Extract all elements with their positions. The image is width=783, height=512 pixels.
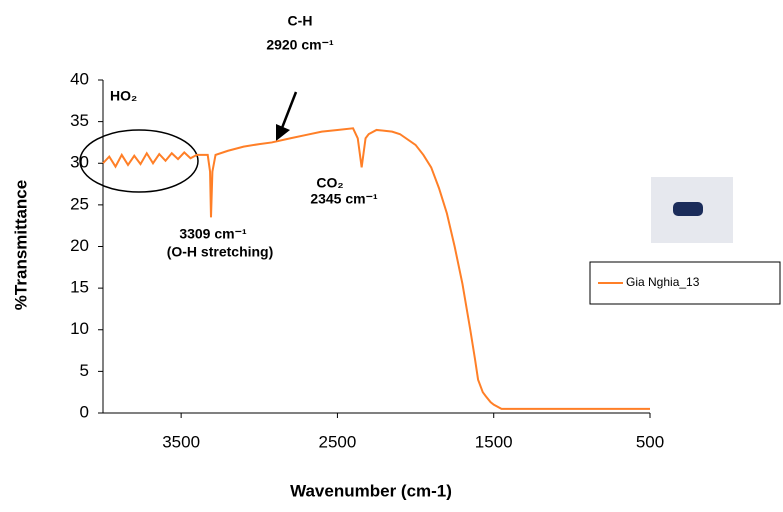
arrow-shaft: [280, 91, 298, 129]
x-tick-label: 500: [636, 432, 664, 451]
annotation: C-H: [288, 13, 313, 29]
highlight-ellipse: [79, 129, 199, 193]
y-tick-label: 40: [70, 69, 89, 88]
legend-label: Gia Nghia_13: [626, 275, 700, 289]
x-tick-label: 1500: [475, 432, 513, 451]
y-tick-label: 5: [80, 361, 89, 380]
sample-gem: [673, 202, 703, 216]
y-tick-label: 15: [70, 278, 89, 297]
y-tick-label: 10: [70, 319, 89, 338]
annotation: 2345 cm⁻¹: [310, 191, 378, 207]
annotation: 2920 cm⁻¹: [266, 37, 334, 53]
x-axis-label: Wavenumber (cm-1): [290, 481, 452, 500]
annotation: 3309 cm⁻¹: [179, 226, 247, 242]
x-tick-label: 3500: [162, 432, 200, 451]
x-tick-label: 2500: [319, 432, 357, 451]
annotation: HO₂: [110, 88, 137, 104]
arrow-head: [276, 124, 290, 141]
y-tick-label: 35: [70, 111, 89, 130]
y-tick-label: 30: [70, 153, 89, 172]
annotation: (O-H stretching): [167, 244, 274, 260]
y-tick-label: 25: [70, 194, 89, 213]
annotation: CO₂: [316, 175, 343, 191]
y-axis-label: %Transmittance: [11, 180, 30, 310]
series-line: [102, 127, 650, 410]
y-tick-label: 20: [70, 236, 89, 255]
y-tick-label: 0: [80, 402, 89, 421]
